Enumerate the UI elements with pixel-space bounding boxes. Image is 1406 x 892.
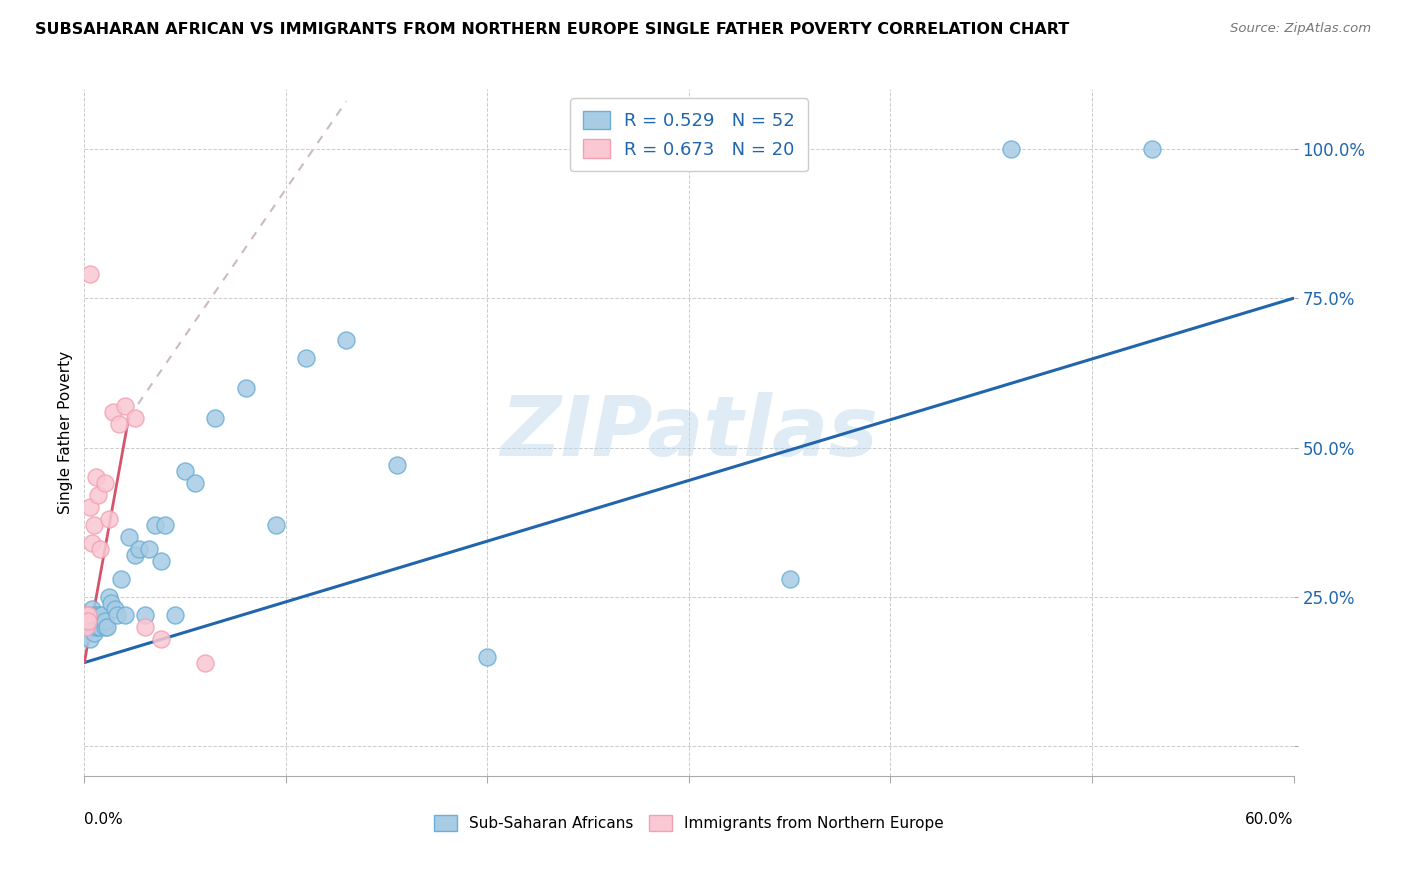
- Point: [86, 620, 108, 634]
- Point: [114, 607, 136, 622]
- Point: [100, 596, 122, 610]
- Point: [118, 530, 141, 544]
- Point: [75, 625, 97, 640]
- Legend: Sub-Saharan Africans, Immigrants from Northern Europe: Sub-Saharan Africans, Immigrants from No…: [427, 809, 950, 837]
- Point: [1142, 142, 1164, 156]
- Point: [128, 542, 150, 557]
- Point: [93, 620, 115, 634]
- Text: Source: ZipAtlas.com: Source: ZipAtlas.com: [1230, 22, 1371, 36]
- Point: [235, 381, 257, 395]
- Point: [124, 410, 146, 425]
- Point: [77, 614, 100, 628]
- Point: [138, 542, 160, 557]
- Point: [79, 500, 101, 515]
- Point: [101, 405, 124, 419]
- Text: SUBSAHARAN AFRICAN VS IMMIGRANTS FROM NORTHERN EUROPE SINGLE FATHER POVERTY CORR: SUBSAHARAN AFRICAN VS IMMIGRANTS FROM NO…: [35, 22, 1070, 37]
- Point: [82, 614, 104, 628]
- Point: [134, 620, 156, 634]
- Point: [97, 512, 120, 526]
- Text: ZIPatlas: ZIPatlas: [501, 392, 877, 473]
- Point: [82, 536, 104, 550]
- Point: [114, 399, 136, 413]
- Point: [149, 554, 172, 568]
- Point: [83, 625, 105, 640]
- Point: [153, 518, 176, 533]
- Point: [87, 614, 110, 628]
- Point: [75, 607, 97, 622]
- Point: [89, 620, 111, 634]
- Point: [87, 620, 110, 634]
- Point: [75, 620, 97, 634]
- Point: [110, 572, 132, 586]
- Point: [105, 607, 128, 622]
- Point: [77, 620, 100, 634]
- Point: [77, 614, 100, 628]
- Point: [79, 620, 101, 634]
- Point: [86, 470, 108, 484]
- Point: [335, 333, 357, 347]
- Point: [104, 602, 127, 616]
- Point: [124, 548, 146, 562]
- Point: [184, 476, 207, 491]
- Point: [83, 518, 105, 533]
- Point: [83, 614, 105, 628]
- Point: [83, 607, 105, 622]
- Text: 0.0%: 0.0%: [84, 812, 124, 827]
- Text: 60.0%: 60.0%: [1246, 812, 1294, 827]
- Point: [264, 518, 287, 533]
- Point: [77, 607, 100, 622]
- Point: [79, 268, 101, 282]
- Point: [79, 632, 101, 646]
- Point: [779, 572, 801, 586]
- Point: [1000, 142, 1022, 156]
- Point: [79, 607, 101, 622]
- Point: [93, 476, 115, 491]
- Point: [165, 607, 187, 622]
- Point: [91, 607, 114, 622]
- Point: [82, 620, 104, 634]
- Point: [97, 590, 120, 604]
- Point: [385, 458, 408, 473]
- Point: [93, 614, 115, 628]
- Point: [75, 620, 97, 634]
- Point: [77, 607, 100, 622]
- Point: [143, 518, 166, 533]
- Point: [149, 632, 172, 646]
- Point: [477, 649, 499, 664]
- Point: [174, 465, 197, 479]
- Point: [89, 542, 111, 557]
- Point: [87, 488, 110, 502]
- Point: [204, 410, 226, 425]
- Point: [194, 656, 217, 670]
- Point: [89, 607, 111, 622]
- Point: [86, 607, 108, 622]
- Point: [134, 607, 156, 622]
- Point: [107, 417, 129, 431]
- Point: [96, 620, 118, 634]
- Point: [295, 351, 318, 365]
- Point: [82, 602, 104, 616]
- Point: [75, 607, 97, 622]
- Y-axis label: Single Father Poverty: Single Father Poverty: [58, 351, 73, 514]
